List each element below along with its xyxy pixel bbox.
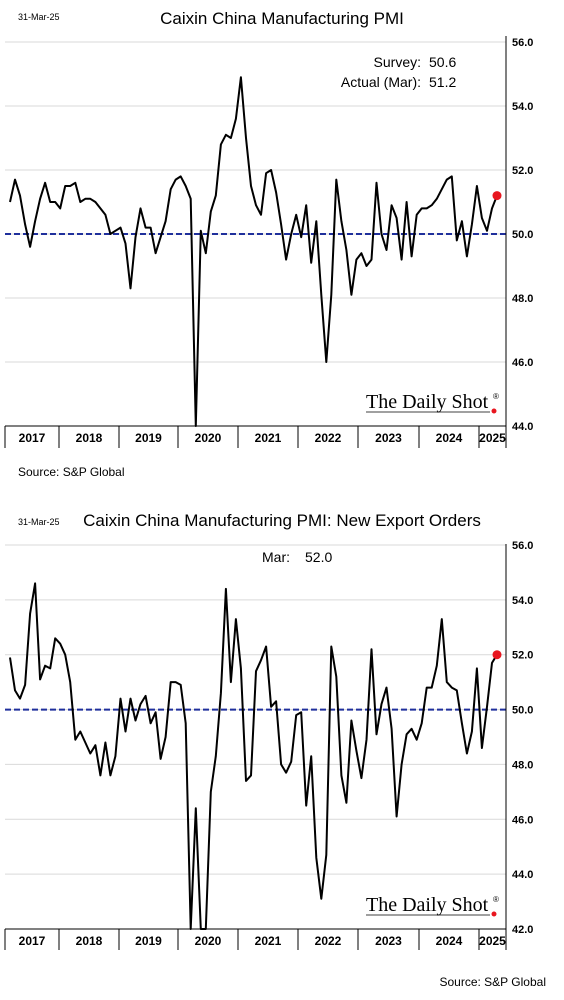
last-point-marker: [492, 191, 502, 201]
x-tick-label: 2020: [195, 934, 222, 948]
y-tick-label: 46.0: [512, 814, 533, 826]
chart-title: Caixin China Manufacturing PMI: [160, 9, 404, 28]
x-tick-label: 2023: [375, 934, 402, 948]
logo-the-daily-shot: The Daily Shot ®: [366, 391, 499, 414]
annotation-actual: Actual (Mar): 51.2: [341, 74, 457, 90]
chart-source: Source: S&P Global: [439, 975, 546, 989]
y-tick-label: 54.0: [512, 595, 533, 607]
annotation-value: 52.0: [305, 549, 332, 565]
annotation-value: 50.6: [429, 54, 456, 70]
x-tick-label: 2020: [195, 431, 222, 445]
chart-date-label: 31-Mar-25: [18, 517, 60, 527]
logo-the-daily-shot: The Daily Shot ®: [366, 894, 499, 917]
x-tick-label: 2017: [19, 934, 46, 948]
last-point-marker: [492, 650, 502, 660]
annotation-label: Mar:: [262, 549, 290, 565]
x-tick-label: 2021: [255, 934, 282, 948]
y-tick-label: 44.0: [512, 869, 533, 881]
x-tick-label: 2022: [315, 934, 342, 948]
x-tick-label: 2021: [255, 431, 282, 445]
x-tick-label: 2024: [436, 934, 463, 948]
y-tick-label: 48.0: [512, 293, 533, 305]
chart-date-label: 31-Mar-25: [18, 12, 60, 22]
x-tick-label: 2018: [76, 431, 103, 445]
x-tick-label: 2019: [135, 934, 162, 948]
y-tick-label: 52.0: [512, 165, 533, 177]
x-tick-label: 2019: [135, 431, 162, 445]
y-tick-label: 56.0: [512, 540, 533, 552]
chart-pmi: 31-Mar-25 Caixin China Manufacturing PMI…: [4, 9, 533, 479]
series-line: [9, 582, 498, 930]
annotation-survey: Survey: 50.6: [374, 54, 457, 70]
x-axis-year-dividers: [58, 426, 480, 448]
x-tick-label: 2022: [315, 431, 342, 445]
y-tick-label: 42.0: [512, 924, 533, 936]
annotation-value: 51.2: [429, 74, 456, 90]
annotation-mar: Mar: 52.0: [262, 549, 332, 565]
x-tick-label: 2024: [436, 431, 463, 445]
series-line: [9, 76, 498, 427]
x-tick-label: 2017: [19, 431, 46, 445]
logo-registered-mark: ®: [493, 392, 499, 401]
logo-red-dot: [491, 911, 497, 917]
y-tick-label: 56.0: [512, 37, 533, 49]
x-tick-label: 2025: [479, 934, 506, 948]
logo-registered-mark: ®: [493, 895, 499, 904]
x-axis-year-labels: 2017 2018 2019 2020 2021 2022 2023 2024 2025: [19, 934, 507, 948]
chart-export-orders: 31-Mar-25 Caixin China Manufacturing PMI…: [4, 511, 546, 989]
y-tick-label: 50.0: [512, 705, 533, 717]
y-tick-label: 48.0: [512, 759, 533, 771]
x-tick-label: 2025: [479, 431, 506, 445]
logo-text: The Daily Shot: [366, 894, 489, 916]
annotation-label: Survey:: [374, 54, 421, 70]
y-tick-label: 54.0: [512, 101, 533, 113]
chart-title: Caixin China Manufacturing PMI: New Expo…: [83, 511, 481, 530]
y-axis-ticks: 44.0 46.0 48.0 50.0 52.0 54.0 56.0: [512, 37, 533, 433]
logo-red-dot: [491, 408, 497, 414]
annotation-label: Actual (Mar):: [341, 74, 421, 90]
y-axis-ticks: 42.0 44.0 46.0 48.0 50.0 52.0 54.0 56.0: [512, 540, 533, 936]
x-tick-label: 2018: [76, 934, 103, 948]
x-tick-label: 2023: [375, 431, 402, 445]
x-axis-year-dividers: [58, 929, 480, 950]
x-axis-year-labels: 2017 2018 2019 2020 2021 2022 2023 2024 2025: [19, 431, 507, 445]
y-tick-label: 52.0: [512, 650, 533, 662]
y-tick-label: 44.0: [512, 421, 533, 433]
y-tick-label: 50.0: [512, 229, 533, 241]
chart-source: Source: S&P Global: [18, 465, 125, 479]
y-tick-label: 46.0: [512, 357, 533, 369]
logo-text: The Daily Shot: [366, 391, 489, 413]
